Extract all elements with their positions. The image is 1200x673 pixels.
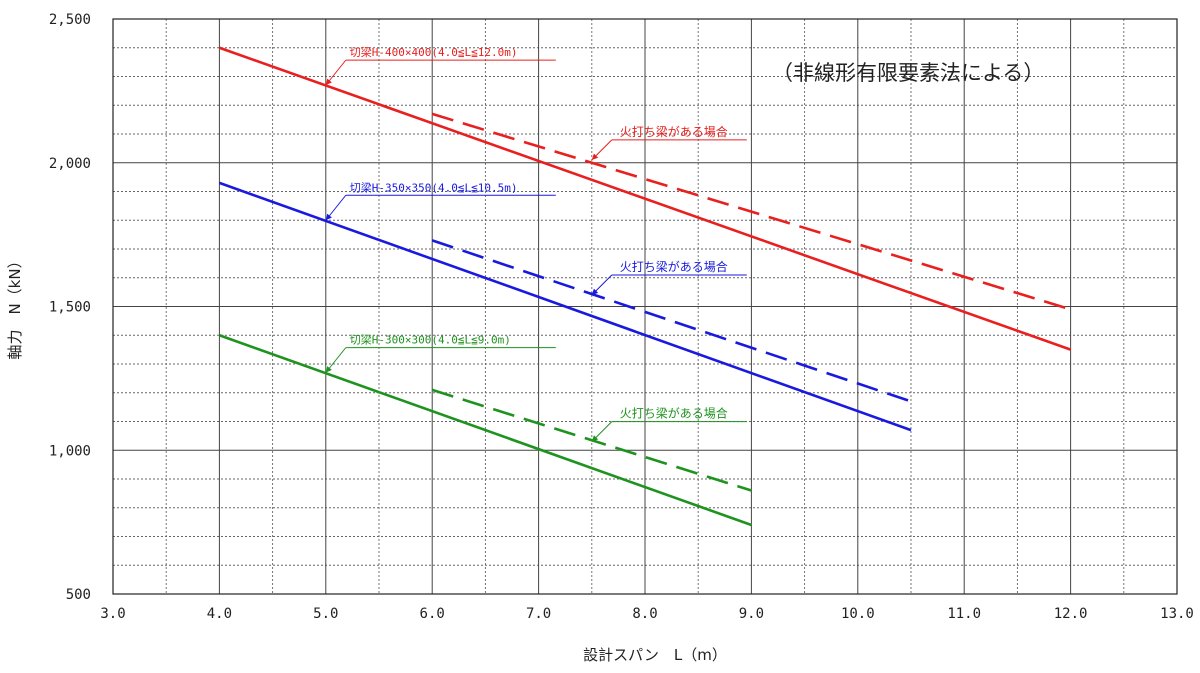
- x-tick-label: 13.0: [1160, 606, 1194, 622]
- annotation-label: 火打ち梁がある場合: [620, 259, 728, 274]
- annotation-label: 切梁H-350×350(4.0≦L≦10.5m): [350, 180, 518, 194]
- x-tick-label: 10.0: [841, 606, 875, 622]
- annotation-arrow: [591, 435, 599, 442]
- annotation-arrow: [591, 288, 599, 295]
- x-tick-label: 5.0: [313, 606, 338, 622]
- series-line-solid: [218, 181, 912, 432]
- annotation-label: 火打ち梁がある場合: [620, 406, 728, 421]
- series-line-dashed: [431, 388, 752, 492]
- series-line-dashed: [431, 239, 912, 403]
- x-tick-label: 8.0: [632, 606, 657, 622]
- y-tick-label: 500: [66, 587, 91, 603]
- method-note: （非線形有限要素法による）: [772, 61, 1044, 85]
- y-tick-label: 1,000: [49, 443, 91, 459]
- x-tick-label: 12.0: [1054, 606, 1088, 622]
- x-tick-label: 11.0: [947, 606, 981, 622]
- y-tick-label: 2,000: [49, 156, 91, 172]
- x-tick-label: 3.0: [100, 606, 125, 622]
- y-tick-label: 2,500: [49, 12, 91, 28]
- x-axis-label: 設計スパン L（m）: [583, 646, 727, 664]
- annotation-arrow: [591, 153, 599, 160]
- y-tick-label: 1,500: [49, 300, 91, 316]
- series-group: [218, 46, 1072, 527]
- x-tick-label: 6.0: [420, 606, 445, 622]
- x-tick-label: 4.0: [207, 606, 232, 622]
- annotation-label: 切梁H-300×300(4.0≦L≦9.0m): [350, 333, 511, 347]
- grid: [112, 18, 1178, 595]
- series-line-solid: [218, 46, 1072, 351]
- series-line-dashed: [431, 112, 1071, 311]
- annotation-label: 火打ち梁がある場合: [620, 124, 728, 139]
- y-axis-label: 軸力 N（kN）: [6, 253, 24, 359]
- axes: 3.0 4.0 5.0 6.0 7.0 8.0 9.0 10.0 11.0 12.0 13.0 500…: [49, 12, 1194, 622]
- annotation-arrow: [325, 78, 332, 86]
- annotation-label: 切梁H-400×400(4.0≦L≦12.0m): [350, 45, 518, 59]
- x-tick-label: 7.0: [526, 606, 551, 622]
- annotation-arrow: [325, 366, 332, 373]
- x-tick-label: 9.0: [739, 606, 764, 622]
- series-line-solid: [218, 334, 752, 527]
- annotation-arrow: [325, 213, 332, 221]
- annotations: 切梁H-400×400(4.0≦L≦12.0m)火打ち梁がある場合切梁H-350…: [325, 45, 747, 442]
- plot-frame: [112, 18, 1178, 595]
